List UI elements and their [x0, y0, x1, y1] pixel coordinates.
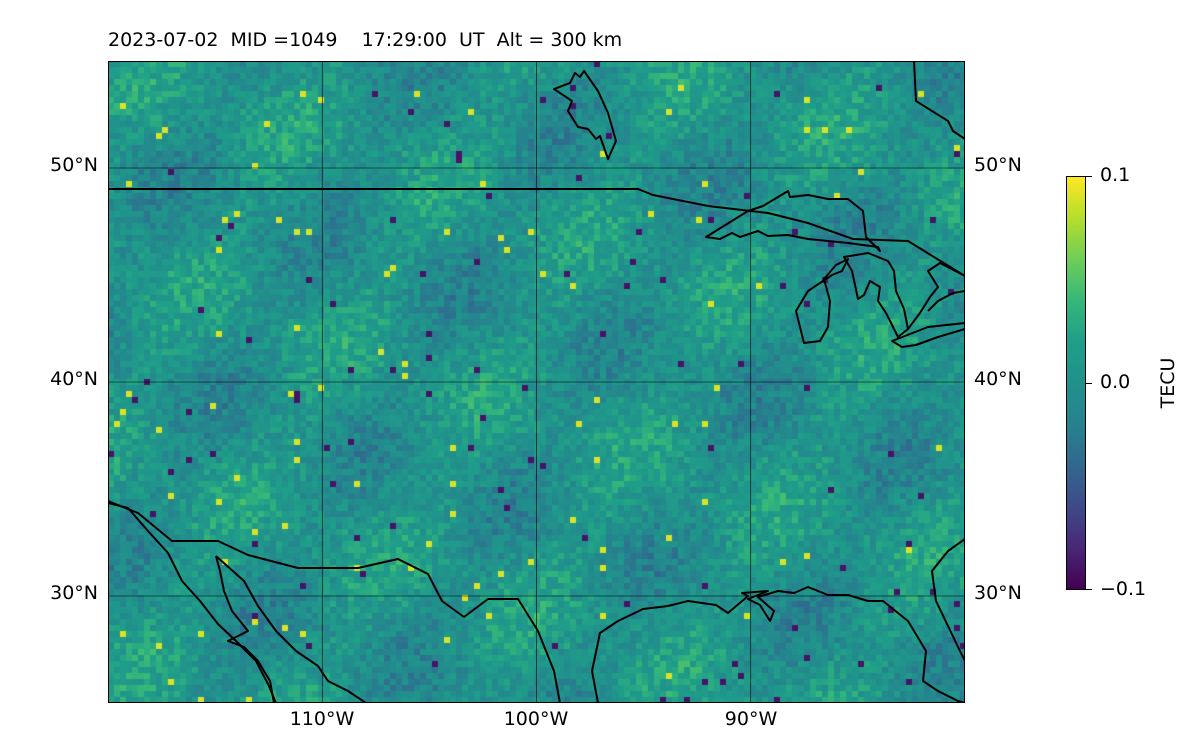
- lake-erie: [891, 322, 965, 348]
- lake-huron: [843, 252, 909, 338]
- graticule: [108, 61, 965, 703]
- lat-label-30-left: 30°N: [50, 582, 98, 604]
- florida-atlantic-coast: [931, 538, 965, 662]
- colorbar-tick-min: [1086, 589, 1092, 590]
- ontario-peninsula: [907, 262, 965, 330]
- lat-label-40-left: 40°N: [50, 368, 98, 390]
- lat-label-50-left: 50°N: [50, 154, 98, 176]
- map-title: 2023-07-02 MID =1049 17:29:00 UT Alt = 3…: [108, 29, 623, 51]
- pacific-coast: [108, 502, 277, 703]
- colorbar-tick-max: [1086, 176, 1092, 177]
- colorbar: [1066, 176, 1086, 590]
- map-overlay: [108, 61, 965, 703]
- lon-label-90w: 90°W: [724, 708, 778, 730]
- colorbar-label-zero: 0.0: [1100, 371, 1131, 393]
- gulf-coast: [591, 586, 965, 703]
- coastlines-and-borders: [108, 61, 965, 703]
- lat-label-40-right: 40°N: [974, 368, 1022, 390]
- lat-label-50-right: 50°N: [974, 154, 1022, 176]
- us-canada-border: [108, 188, 965, 277]
- lake-ontario: [927, 290, 965, 312]
- hudson-bay-coast: [553, 70, 617, 160]
- colorbar-label-min: −0.1: [1100, 578, 1147, 600]
- lake-michigan: [795, 258, 849, 344]
- tec-map: [108, 61, 965, 703]
- us-mexico-border: [108, 500, 561, 703]
- baja-west-coast: [215, 555, 275, 703]
- colorbar-title: TECU: [1157, 357, 1179, 409]
- lon-label-110w: 110°W: [289, 708, 355, 730]
- lon-label-100w: 100°W: [503, 708, 569, 730]
- lake-superior: [705, 190, 881, 252]
- james-bay-coast: [913, 61, 965, 140]
- colorbar-tick-zero: [1086, 383, 1092, 384]
- colorbar-label-max: 0.1: [1100, 164, 1131, 186]
- lat-label-30-right: 30°N: [974, 582, 1022, 604]
- baja-peninsula: [215, 555, 367, 703]
